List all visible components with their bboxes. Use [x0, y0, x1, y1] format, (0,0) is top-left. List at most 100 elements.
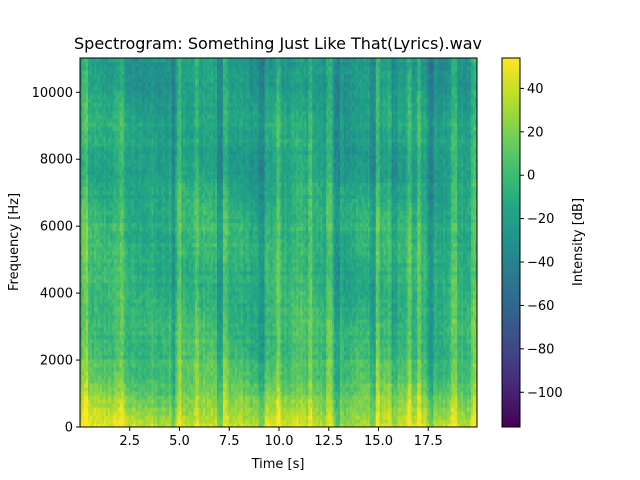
- heatmap-cell: [80, 414, 83, 420]
- heatmap-cell: [95, 318, 99, 324]
- heatmap-cell: [91, 326, 95, 332]
- heatmap-cell: [97, 158, 101, 163]
- heatmap-cell: [109, 334, 113, 340]
- heatmap-cell: [115, 98, 119, 103]
- heatmap-cell: [80, 246, 83, 252]
- heatmap-cell: [89, 126, 93, 131]
- heatmap-cell: [93, 90, 97, 95]
- heatmap-cell: [115, 382, 119, 388]
- heatmap-cell: [93, 414, 97, 420]
- heatmap-cell: [109, 290, 113, 296]
- heatmap-cell: [103, 314, 107, 320]
- heatmap-cell: [89, 406, 93, 412]
- heatmap-cell: [83, 166, 87, 171]
- heatmap-cell: [91, 226, 95, 232]
- heatmap-cell: [89, 230, 93, 236]
- heatmap-cell: [101, 66, 105, 71]
- heatmap-cell: [93, 166, 97, 171]
- heatmap-cell: [91, 382, 95, 388]
- heatmap-cell: [105, 178, 109, 183]
- heatmap-cell: [95, 242, 99, 248]
- heatmap-cell: [93, 58, 97, 63]
- heatmap-cell: [85, 290, 89, 296]
- heatmap-cell: [87, 206, 91, 212]
- heatmap-cell: [115, 82, 119, 87]
- heatmap-cell: [81, 238, 85, 244]
- heatmap-cell: [85, 198, 89, 203]
- heatmap-cell: [115, 146, 119, 151]
- heatmap-cell: [103, 162, 107, 167]
- heatmap-cell: [80, 106, 83, 111]
- heatmap-cell: [117, 114, 121, 119]
- heatmap-cell: [97, 278, 101, 284]
- heatmap-cell: [99, 298, 103, 304]
- heatmap-cell: [89, 346, 93, 352]
- heatmap-cell: [87, 326, 91, 332]
- heatmap-cell: [105, 234, 109, 240]
- heatmap-cell: [101, 146, 105, 151]
- heatmap-cell: [119, 242, 123, 248]
- heatmap-cell: [80, 254, 83, 260]
- heatmap-cell: [115, 206, 119, 212]
- heatmap-cell: [99, 222, 103, 228]
- heatmap-cell: [103, 194, 107, 199]
- heatmap-cell: [119, 318, 123, 324]
- heatmap-cell: [111, 74, 115, 79]
- heatmap-cell: [101, 78, 105, 83]
- heatmap-cell: [87, 70, 91, 75]
- heatmap-cell: [93, 382, 97, 388]
- heatmap-cell: [115, 342, 119, 348]
- heatmap-cell: [109, 354, 113, 360]
- heatmap-cell: [107, 258, 111, 264]
- heatmap-cell: [80, 366, 83, 372]
- heatmap-cell: [109, 326, 113, 332]
- heatmap-cell: [111, 178, 115, 183]
- heatmap-cell: [101, 358, 105, 364]
- heatmap-cell: [87, 110, 91, 115]
- heatmap-cell: [83, 130, 87, 135]
- heatmap-cell: [87, 102, 91, 107]
- heatmap-cell: [117, 110, 121, 115]
- heatmap-cell: [81, 222, 85, 228]
- heatmap-cell: [95, 206, 99, 212]
- heatmap-cell: [87, 182, 91, 187]
- heatmap-cell: [109, 246, 113, 252]
- heatmap-cell: [103, 234, 107, 240]
- heatmap-cell: [93, 174, 97, 179]
- heatmap-cell: [80, 162, 83, 167]
- heatmap-cell: [83, 362, 87, 368]
- heatmap-cell: [93, 226, 97, 232]
- heatmap-cell: [91, 418, 95, 424]
- heatmap-cell: [93, 270, 97, 276]
- heatmap-cell: [89, 378, 93, 384]
- heatmap-cell: [93, 314, 97, 320]
- heatmap-cell: [83, 322, 87, 328]
- heatmap-cell: [91, 370, 95, 376]
- heatmap-cell: [107, 126, 111, 131]
- heatmap-cell: [119, 314, 123, 320]
- heatmap-cell: [81, 202, 85, 207]
- heatmap-cell: [107, 310, 111, 316]
- heatmap-cell: [89, 334, 93, 340]
- heatmap-cell: [93, 198, 97, 203]
- heatmap-cell: [97, 342, 101, 348]
- heatmap-cell: [107, 262, 111, 268]
- heatmap-cell: [85, 366, 89, 372]
- heatmap-cell: [117, 358, 121, 364]
- heatmap-cell: [101, 194, 105, 199]
- heatmap-cell: [97, 406, 101, 412]
- heatmap-cell: [85, 242, 89, 248]
- heatmap-cell: [89, 206, 93, 212]
- heatmap-cell: [113, 350, 117, 356]
- heatmap-cell: [117, 78, 121, 83]
- heatmap-cell: [115, 310, 119, 316]
- heatmap-cell: [111, 78, 115, 83]
- heatmap-cell: [103, 294, 107, 300]
- heatmap-cell: [113, 182, 117, 187]
- heatmap-cell: [103, 114, 107, 119]
- heatmap-cell: [80, 118, 83, 123]
- heatmap-cell: [115, 278, 119, 284]
- heatmap-cell: [87, 142, 91, 147]
- heatmap-cell: [89, 366, 93, 372]
- heatmap-cell: [111, 110, 115, 115]
